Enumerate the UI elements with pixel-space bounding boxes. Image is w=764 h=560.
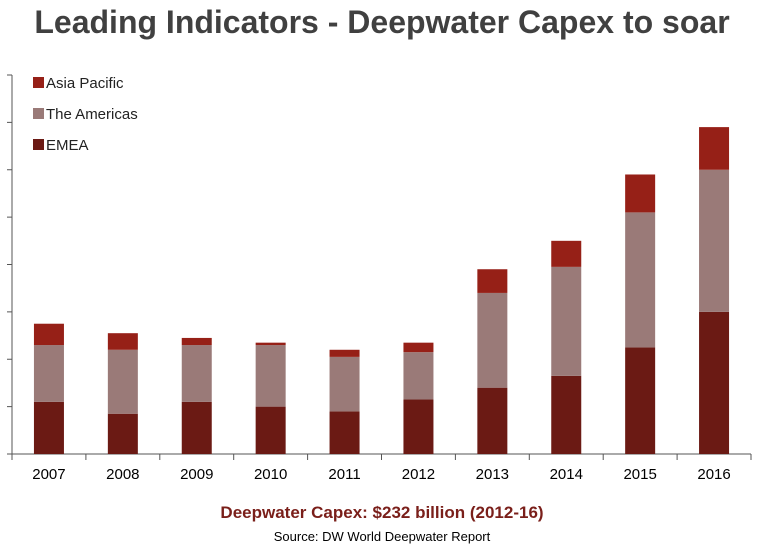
bar-segment-asia-pacific-2014	[551, 240, 582, 267]
legend-label-the-americas: The Americas	[46, 106, 138, 123]
x-tick-label-2007: 2007	[32, 466, 65, 483]
legend-label-emea: EMEA	[46, 137, 89, 154]
bar-segment-emea-2014	[551, 375, 582, 454]
bar-segment-the-americas-2007	[33, 345, 64, 402]
x-tick-label-2014: 2014	[550, 466, 583, 483]
bar-segment-asia-pacific-2013	[477, 269, 508, 293]
bar-segment-asia-pacific-2007	[33, 323, 64, 346]
x-tick-label-2015: 2015	[623, 466, 656, 483]
bar-segment-asia-pacific-2010	[255, 342, 286, 346]
bar-segment-emea-2009	[181, 401, 212, 454]
bar-segment-asia-pacific-2008	[107, 333, 138, 350]
bar-segment-the-americas-2009	[181, 345, 212, 402]
legend: Asia Pacific The Americas EMEA	[33, 75, 138, 154]
bar-segment-the-americas-2015	[625, 212, 656, 348]
bars	[33, 127, 730, 454]
bar-segment-asia-pacific-2016	[699, 127, 730, 170]
legend-swatch-emea	[33, 139, 44, 150]
x-tick-label-2010: 2010	[254, 466, 287, 483]
bar-segment-emea-2011	[329, 411, 360, 454]
x-tick-label-2009: 2009	[180, 466, 213, 483]
x-tick-label-2013: 2013	[476, 466, 509, 483]
bar-segment-asia-pacific-2015	[625, 174, 656, 213]
bar-segment-the-americas-2010	[255, 345, 286, 407]
x-tick-label-2008: 2008	[106, 466, 139, 483]
bar-segment-asia-pacific-2012	[403, 342, 434, 353]
bar-segment-emea-2010	[255, 406, 286, 454]
bar-segment-asia-pacific-2011	[329, 349, 360, 357]
bar-segment-the-americas-2008	[107, 349, 138, 414]
bar-segment-emea-2012	[403, 399, 434, 454]
bar-segment-emea-2008	[107, 413, 138, 454]
chart-title: Leading Indicators - Deepwater Capex to …	[34, 4, 730, 40]
bar-segment-emea-2016	[699, 311, 730, 454]
x-tick-label-2016: 2016	[697, 466, 730, 483]
chart-source: Source: DW World Deepwater Report	[273, 529, 491, 544]
x-tick-labels: 2007 2008 2009 2010 2011 2012 2013 2014 2015 2016	[32, 466, 730, 483]
legend-label-asia-pacific: Asia Pacific	[46, 75, 124, 92]
chart-area: 2007 2008 2009 2010 2011 2012 2013 2014 2015 2016…	[7, 74, 752, 483]
x-tick-label-2011: 2011	[328, 466, 360, 483]
bar-segment-emea-2013	[477, 387, 508, 454]
bar-segment-emea-2007	[33, 401, 64, 454]
bar-segment-asia-pacific-2009	[181, 337, 212, 346]
legend-swatch-the-americas	[33, 108, 44, 119]
legend-swatch-asia-pacific	[33, 77, 44, 88]
bar-segment-the-americas-2011	[329, 356, 360, 412]
bar-segment-emea-2015	[625, 347, 656, 454]
x-tick-label-2012: 2012	[402, 466, 435, 483]
bar-segment-the-americas-2016	[699, 169, 730, 312]
bar-segment-the-americas-2014	[551, 266, 582, 376]
bar-segment-the-americas-2012	[403, 352, 434, 400]
bar-segment-the-americas-2013	[477, 292, 508, 388]
chart-subtitle: Deepwater Capex: $232 billion (2012-16)	[220, 503, 544, 522]
